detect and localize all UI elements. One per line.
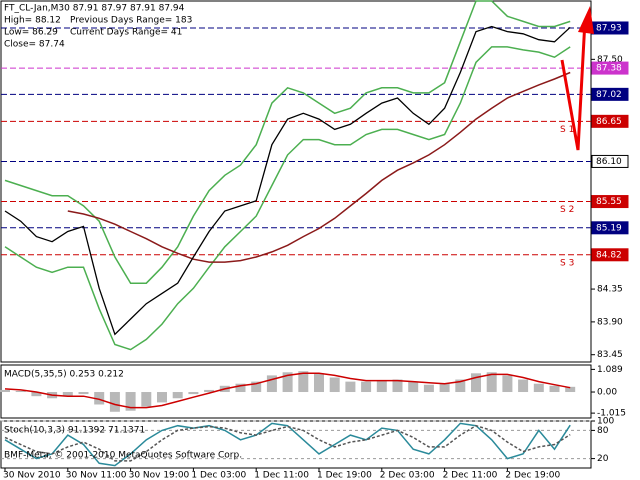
level-name: S 3 bbox=[560, 258, 574, 268]
histogram-bar bbox=[361, 381, 372, 393]
histogram-bar bbox=[455, 379, 466, 393]
y-tick-label: 83.90 bbox=[597, 317, 623, 327]
x-tick-label: 2 Dec 19:00 bbox=[505, 471, 560, 480]
low-text: Low= 86.29 bbox=[4, 28, 58, 38]
x-tick-label: 1 Dec 11:00 bbox=[254, 471, 309, 480]
level-name: S 2 bbox=[560, 205, 574, 215]
arrow-head bbox=[578, 6, 594, 34]
current-range-text: Current Days Range= 41 bbox=[70, 28, 182, 38]
histogram-bar bbox=[94, 392, 105, 405]
histogram-bar bbox=[376, 380, 387, 393]
histogram-bar bbox=[31, 392, 42, 397]
x-tick-label: 1 Dec 03:00 bbox=[191, 471, 246, 480]
histogram-bar bbox=[109, 392, 120, 412]
series-line bbox=[4, 424, 571, 462]
price-tag-label: 85.55 bbox=[596, 197, 622, 207]
histogram-bar bbox=[502, 375, 513, 393]
price-tag-label: 84.82 bbox=[596, 250, 622, 260]
histogram-bar bbox=[314, 373, 324, 393]
y-tick-label: -1.015 bbox=[597, 409, 626, 419]
price-tag-label: 87.38 bbox=[596, 64, 622, 74]
histogram-bar bbox=[125, 392, 136, 411]
close-text: Close= 87.74 bbox=[4, 40, 65, 50]
series-line bbox=[4, 0, 571, 284]
histogram-bar bbox=[251, 381, 262, 393]
y-tick-label: 100 bbox=[597, 417, 614, 427]
y-tick-label: 84.35 bbox=[597, 285, 623, 295]
y-tick-label: 1.089 bbox=[597, 365, 623, 375]
price-tag-label: 85.19 bbox=[596, 223, 622, 233]
x-tick-label: 30 Nov 11:00 bbox=[66, 471, 127, 480]
price-tag-label: 87.02 bbox=[596, 90, 622, 100]
x-tick-label: 1 Dec 19:00 bbox=[317, 471, 372, 480]
panel-title: Stoch(10,3,3) 91.1392 71.1371 bbox=[4, 426, 145, 436]
histogram-bar bbox=[188, 392, 199, 395]
histogram-bar bbox=[15, 390, 26, 393]
symbol-line: FT_CL-Jan,M30 87.91 87.97 87.91 87.94 bbox=[4, 4, 185, 14]
arrow-drawing bbox=[560, 19, 587, 151]
histogram-bar bbox=[298, 371, 309, 393]
histogram-bar bbox=[471, 373, 481, 393]
histogram-bar bbox=[533, 383, 544, 393]
histogram-bar bbox=[62, 392, 73, 397]
panel-title: MACD(5,35,5) 0.253 0.212 bbox=[4, 370, 124, 380]
level-name: S 1 bbox=[560, 125, 574, 135]
histogram-bar bbox=[486, 372, 497, 393]
histogram-bar bbox=[423, 384, 434, 393]
previous-range-text: Previous Days Range= 183 bbox=[70, 16, 192, 26]
histogram-bar bbox=[392, 379, 403, 393]
histogram-bar bbox=[204, 389, 215, 393]
series-line bbox=[4, 372, 571, 409]
histogram-bar bbox=[78, 392, 89, 395]
series-line bbox=[4, 46, 571, 351]
x-tick-label: 30 Nov 19:00 bbox=[129, 471, 190, 480]
histogram-bar bbox=[141, 392, 152, 407]
price-tag bbox=[591, 114, 629, 128]
y-tick-label: 87.50 bbox=[597, 55, 623, 65]
histogram-bar bbox=[518, 379, 529, 393]
histogram-bar bbox=[235, 383, 246, 393]
histogram-bar bbox=[0, 389, 10, 393]
histogram-bar bbox=[345, 381, 356, 393]
x-tick-label: 2 Dec 11:00 bbox=[443, 471, 498, 480]
high-text: High= 88.12 bbox=[4, 16, 61, 26]
price-tag bbox=[591, 221, 629, 235]
price-tag bbox=[591, 195, 629, 209]
histogram-bar bbox=[282, 372, 293, 393]
histogram-bar bbox=[157, 392, 167, 403]
price-tag bbox=[591, 154, 629, 168]
price-tag-label: 87.93 bbox=[596, 23, 622, 33]
histogram-bar bbox=[172, 392, 183, 399]
histogram-bar bbox=[549, 385, 560, 393]
price-tag bbox=[591, 87, 629, 101]
x-tick-label: 2 Dec 03:00 bbox=[380, 471, 435, 480]
series-line bbox=[4, 25, 571, 336]
histogram-bar bbox=[329, 377, 340, 393]
histogram-bar bbox=[408, 381, 419, 393]
price-tag-label: 86.65 bbox=[596, 117, 622, 127]
y-tick-label: 0.00 bbox=[597, 388, 617, 398]
histogram-bar bbox=[266, 375, 277, 393]
y-tick-label: 83.45 bbox=[597, 350, 623, 360]
footer-text: BMF-Meta, © 2001-2010 MetaQuotes Softwar… bbox=[4, 451, 242, 461]
price-tag-label: 86.10 bbox=[596, 157, 622, 167]
y-tick-label: 20 bbox=[597, 454, 609, 464]
price-tag bbox=[591, 248, 629, 262]
y-tick-label: 80 bbox=[597, 426, 609, 436]
price-tag bbox=[591, 61, 629, 75]
series-line bbox=[67, 71, 571, 263]
x-tick-label: 30 Nov 2010 bbox=[3, 471, 61, 480]
histogram-bar bbox=[439, 383, 450, 393]
histogram-bar bbox=[565, 386, 576, 393]
